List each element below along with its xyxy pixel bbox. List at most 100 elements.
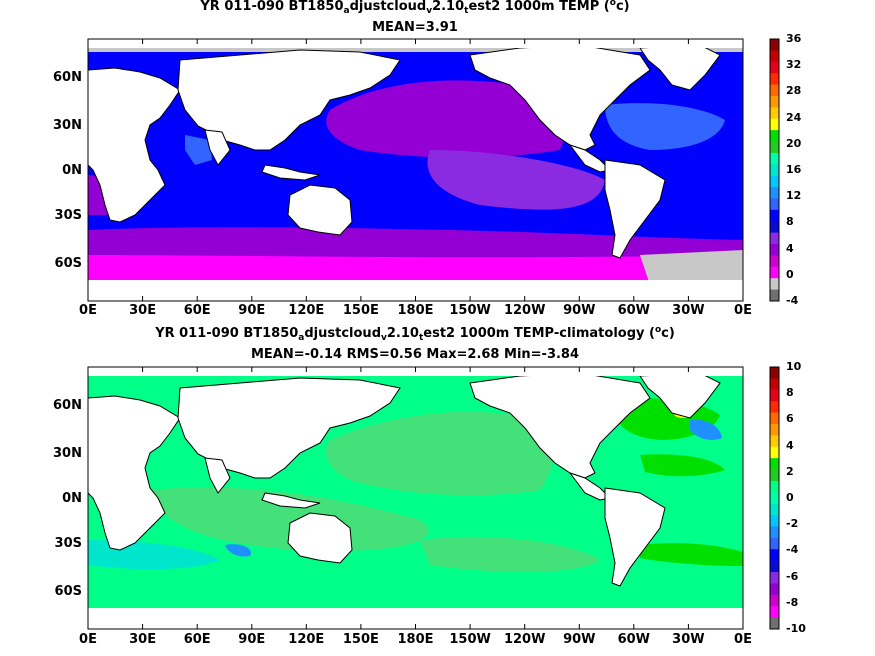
top-colorbar-swatch <box>770 73 779 86</box>
bottom-colorbar-swatch <box>770 378 779 391</box>
top-colorbar-swatch <box>770 198 779 211</box>
top-colorbar-frame <box>769 38 780 302</box>
bottom-colorbar-label: 2 <box>786 464 794 478</box>
top-ylabel-0n: 0N <box>62 163 82 178</box>
bottom-colorbar-swatch <box>770 435 779 448</box>
bottom-colorbar-label: -4 <box>786 543 799 557</box>
bottom-colorbar-swatch <box>770 594 779 607</box>
bottom-colorbar-swatch <box>770 617 779 630</box>
bottom-colorbar-label: 10 <box>786 360 802 373</box>
top-colorbar-swatch <box>770 244 779 256</box>
bottom-ylabel-30n: 30N <box>53 446 82 461</box>
mid-atlantic-green <box>640 454 725 477</box>
top-colorbar-label: 32 <box>786 58 802 72</box>
top-xlabel: 90E <box>238 303 266 318</box>
top-colorbar-label: 8 <box>786 215 794 229</box>
top-colorbar-swatch <box>770 187 779 199</box>
top-panel-title: YR 011-090 BT1850adjustcloudv2.10test2 1… <box>200 0 630 16</box>
arabian-sea-lightblue <box>185 135 212 165</box>
top-xlabel: 30E <box>129 303 157 318</box>
bottom-xlabel: 150W <box>449 632 491 647</box>
bottom-colorbar-swatch <box>770 526 779 539</box>
weddell-gray <box>640 250 743 285</box>
axis-ticks <box>87 39 744 629</box>
bottom-map <box>88 367 743 629</box>
top-panel-mean: MEAN=3.91 <box>372 20 458 35</box>
bottom-colorbar-label: 0 <box>786 491 794 504</box>
bottom-colorbar-label: 6 <box>786 412 794 426</box>
top-map <box>88 39 743 301</box>
bottom-ylabel-0n: 0N <box>62 491 82 506</box>
bottom-xlabel: 180E <box>397 632 434 647</box>
bottom-colorbar-swatch <box>770 480 779 493</box>
bottom-colorbar <box>769 366 780 630</box>
bottom-colorbar-swatch <box>770 423 779 436</box>
top-colorbar-label: -4 <box>786 294 799 307</box>
top-ylabel-30n: 30N <box>53 118 82 133</box>
top-xlabel: 120W <box>503 303 546 318</box>
top-colorbar-label: 4 <box>786 241 794 255</box>
bottom-xlabel: 120W <box>503 632 546 647</box>
east-pacific-violet <box>427 150 605 210</box>
top-colorbar-label: 20 <box>786 136 802 150</box>
bottom-panel-stats: MEAN=-0.14 RMS=0.56 Max=2.68 Min=-3.84 <box>250 347 580 362</box>
top-colorbar-swatch <box>770 164 779 177</box>
top-xlabel: 150E <box>342 303 379 318</box>
top-colorbar-swatch <box>770 95 779 108</box>
bottom-ylabel-30s: 30S <box>54 536 82 551</box>
top-colorbar-label: 0 <box>786 267 794 281</box>
bottom-ylabel-60n: 60N <box>53 398 82 413</box>
top-colorbar-swatch <box>770 84 779 97</box>
bottom-xlabel: 0E <box>734 632 752 647</box>
bottom-xlabel: 0E <box>79 632 97 647</box>
top-colorbar-swatch <box>770 152 779 165</box>
bottom-colorbar-swatch <box>770 458 779 471</box>
top-xlabel: 30W <box>672 303 705 318</box>
top-xlabel: 90W <box>563 303 596 318</box>
bottom-colorbar-swatch <box>770 401 779 414</box>
top-colorbar-swatch <box>770 209 779 222</box>
south-pacific-lightgreen <box>420 536 600 572</box>
top-colorbar-swatch <box>770 61 779 74</box>
top-colorbar-swatch <box>770 232 779 245</box>
bottom-colorbar-swatch <box>770 446 779 459</box>
top-xlabel: 150W <box>449 303 491 318</box>
bottom-colorbar-label: -2 <box>786 517 799 531</box>
bottom-xlabel: 30E <box>129 632 157 647</box>
bottom-colorbar-swatch <box>770 367 779 379</box>
top-colorbar-swatch <box>770 255 779 268</box>
top-colorbar-label: 16 <box>786 163 802 176</box>
top-xlabel: 60E <box>183 303 211 318</box>
south-atlantic-green <box>640 542 743 566</box>
bottom-colorbar-label: -10 <box>786 622 806 635</box>
bottom-colorbar-swatch <box>770 560 779 573</box>
top-colorbar <box>769 38 780 302</box>
bottom-colorbar-label: 8 <box>786 386 794 400</box>
top-xlabel: 0E <box>79 303 97 318</box>
top-colorbar-label: 36 <box>786 32 802 45</box>
north-atlantic-lightblue <box>605 103 725 150</box>
top-colorbar-swatch <box>770 278 779 291</box>
top-xlabel: 0E <box>734 303 752 318</box>
top-colorbar-swatch <box>770 175 779 188</box>
bottom-colorbar-swatch <box>770 583 779 596</box>
southern-purple-band <box>88 227 743 265</box>
bottom-colorbar-swatch <box>770 389 779 402</box>
bottom-colorbar-label: -6 <box>786 569 799 583</box>
bottom-xlabel: 120E <box>288 632 325 647</box>
labrador-blue <box>690 419 722 440</box>
bottom-colorbar-label: 4 <box>786 438 794 452</box>
indian-blue-patch <box>225 544 251 557</box>
top-colorbar-swatch <box>770 266 779 279</box>
top-colorbar-swatch <box>770 141 779 154</box>
north-pacific-lightgreen <box>326 411 554 496</box>
bottom-colorbar-swatch <box>770 549 779 562</box>
bottom-colorbar-frame <box>769 366 780 630</box>
top-colorbar-swatch <box>770 289 779 302</box>
top-ylabel-60n: 60N <box>53 70 82 85</box>
bottom-colorbar-label: -8 <box>786 595 799 609</box>
south-indian-lightgreen <box>150 487 429 551</box>
top-ylabel-60s: 60S <box>54 256 82 271</box>
southern-ocean-magenta <box>88 255 743 285</box>
